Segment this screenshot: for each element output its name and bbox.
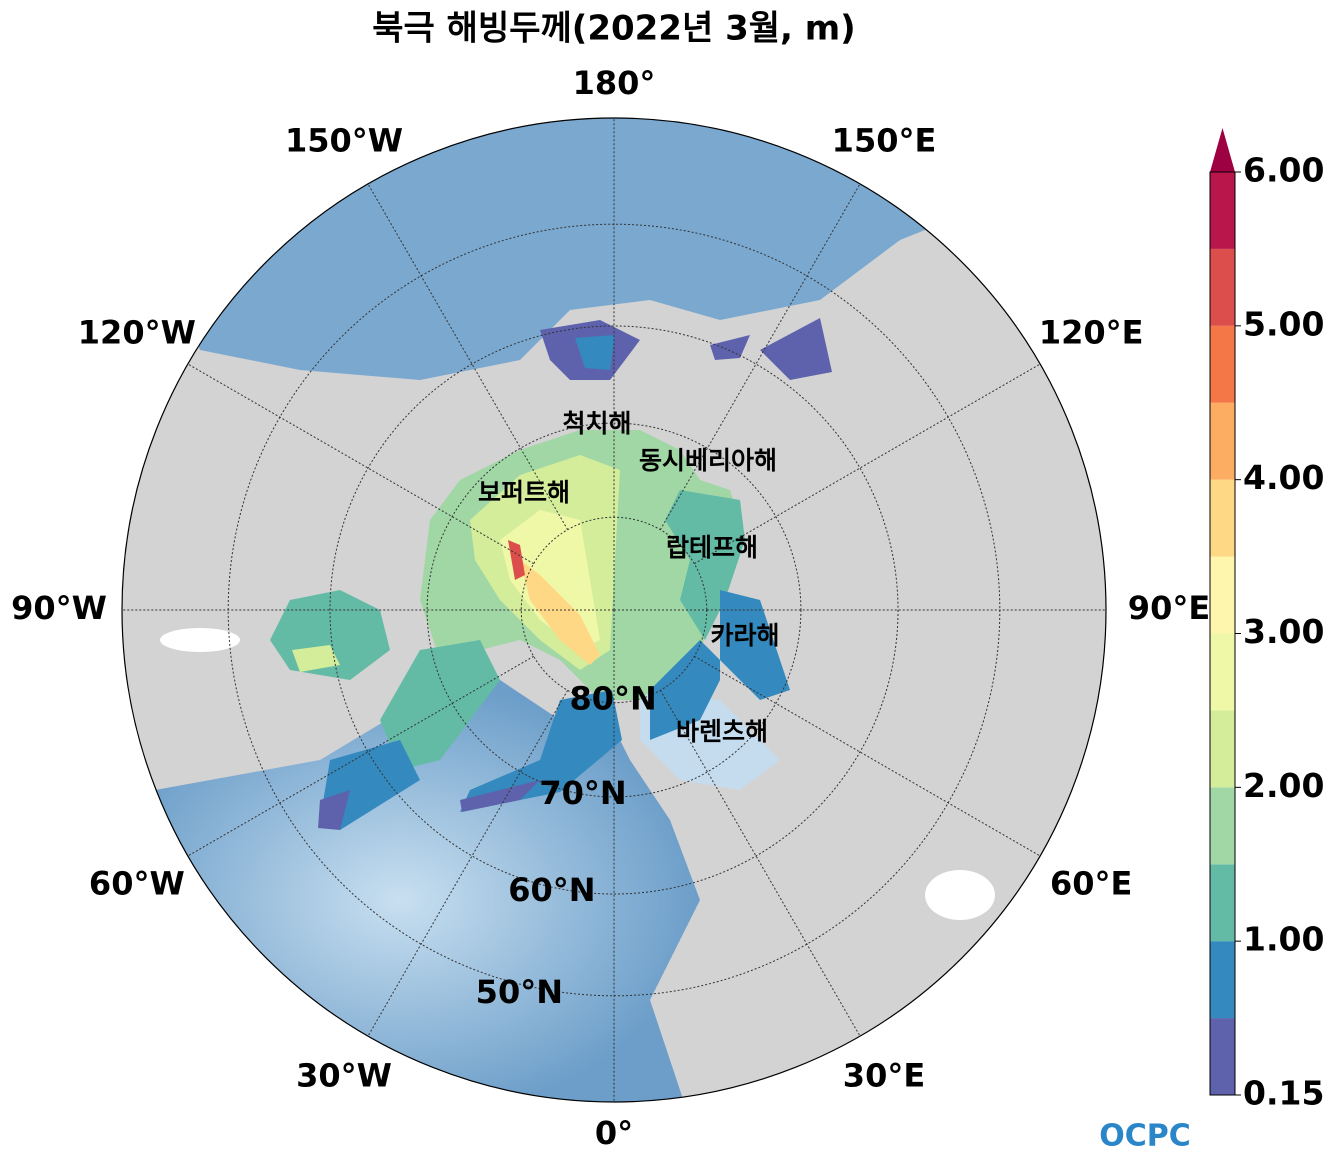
longitude-label: 30°E bbox=[843, 1057, 925, 1095]
ice bbox=[460, 690, 622, 812]
longitude-label: 150°W bbox=[285, 121, 403, 159]
sea-label: 랍테프해 bbox=[666, 533, 758, 562]
colorbar-segment bbox=[1210, 325, 1235, 403]
title: 북극 해빙두께(2022년 3월, m) bbox=[372, 9, 855, 49]
longitude-line bbox=[367, 183, 569, 530]
longitude-line bbox=[367, 690, 569, 1037]
longitude-label: 0° bbox=[595, 1114, 633, 1152]
latitude-label: 80°N bbox=[569, 680, 656, 718]
colorbar-segment bbox=[1210, 172, 1235, 249]
latitude-line bbox=[329, 325, 899, 895]
colorbar-segment bbox=[1210, 941, 1235, 1019]
ice bbox=[508, 540, 525, 580]
longitude-line bbox=[694, 363, 1041, 565]
latitude-label: 60°N bbox=[508, 871, 595, 909]
longitude-label: 90°W bbox=[11, 589, 107, 627]
ice bbox=[665, 490, 745, 640]
longitude-line bbox=[694, 655, 1041, 857]
colorbar-tick-label: 6.00 bbox=[1243, 151, 1324, 190]
latitude-label: 50°N bbox=[476, 973, 563, 1011]
longitude-line bbox=[187, 363, 534, 565]
colorbar-segment bbox=[1210, 864, 1235, 942]
latitude-label: 70°N bbox=[539, 774, 626, 812]
longitude-label: 60°E bbox=[1050, 864, 1132, 902]
lake bbox=[925, 870, 995, 920]
longitude-label: 150°E bbox=[832, 121, 937, 159]
latitude-line bbox=[426, 422, 802, 798]
labels: 척치해 동시베리아해 보퍼트해 랍테프해 카라해 바렌츠해 bbox=[478, 409, 780, 746]
longitude-label: 90°E bbox=[1128, 589, 1210, 627]
colorbar-tick-label: 3.00 bbox=[1243, 612, 1324, 651]
sea-label: 카라해 bbox=[710, 621, 779, 650]
colorbar-segment bbox=[1210, 787, 1235, 865]
sea-label: 바렌츠해 bbox=[676, 717, 768, 746]
colorbar-segment bbox=[1210, 556, 1235, 634]
ice bbox=[650, 590, 790, 740]
longitude-line bbox=[659, 183, 861, 530]
lake bbox=[160, 628, 240, 652]
colorbar-tick-label: 0.15 bbox=[1243, 1074, 1324, 1113]
colorbar-segment bbox=[1210, 248, 1235, 326]
colorbar-segment bbox=[1210, 1018, 1235, 1095]
colorbar-segment bbox=[1210, 710, 1235, 788]
ice bbox=[710, 335, 750, 360]
sea-label: 동시베리아해 bbox=[639, 446, 777, 475]
ice bbox=[460, 780, 540, 812]
longitude-label: 30°W bbox=[296, 1057, 392, 1095]
ice bbox=[760, 318, 832, 380]
colorbar-tick-label: 5.00 bbox=[1243, 304, 1324, 343]
colorbar-segment bbox=[1210, 479, 1235, 557]
longitude-label: 60°W bbox=[89, 864, 185, 902]
colorbar-segment bbox=[1210, 402, 1235, 480]
sea-label: 척치해 bbox=[562, 409, 631, 438]
ice bbox=[575, 335, 615, 370]
map-border bbox=[121, 117, 1107, 1103]
colorbar-extend bbox=[1210, 128, 1235, 172]
longitude-line bbox=[187, 655, 534, 857]
ice bbox=[380, 640, 500, 770]
longitude-label: 120°W bbox=[78, 314, 196, 352]
colorbar-tick-label: 1.00 bbox=[1243, 920, 1324, 959]
longitude-label: 180° bbox=[573, 64, 656, 102]
logo: OCPC bbox=[1099, 1119, 1191, 1154]
longitude-line bbox=[659, 690, 861, 1037]
ice bbox=[318, 790, 350, 830]
colorbar-tick-label: 4.00 bbox=[1243, 458, 1324, 497]
map bbox=[122, 118, 1106, 1102]
longitude-label: 120°E bbox=[1039, 314, 1144, 352]
sea-label: 보퍼트해 bbox=[478, 478, 570, 507]
ice bbox=[520, 560, 600, 665]
colorbar-tick-label: 2.00 bbox=[1243, 766, 1324, 805]
ice bbox=[292, 645, 340, 672]
colorbar-segment bbox=[1210, 633, 1235, 711]
